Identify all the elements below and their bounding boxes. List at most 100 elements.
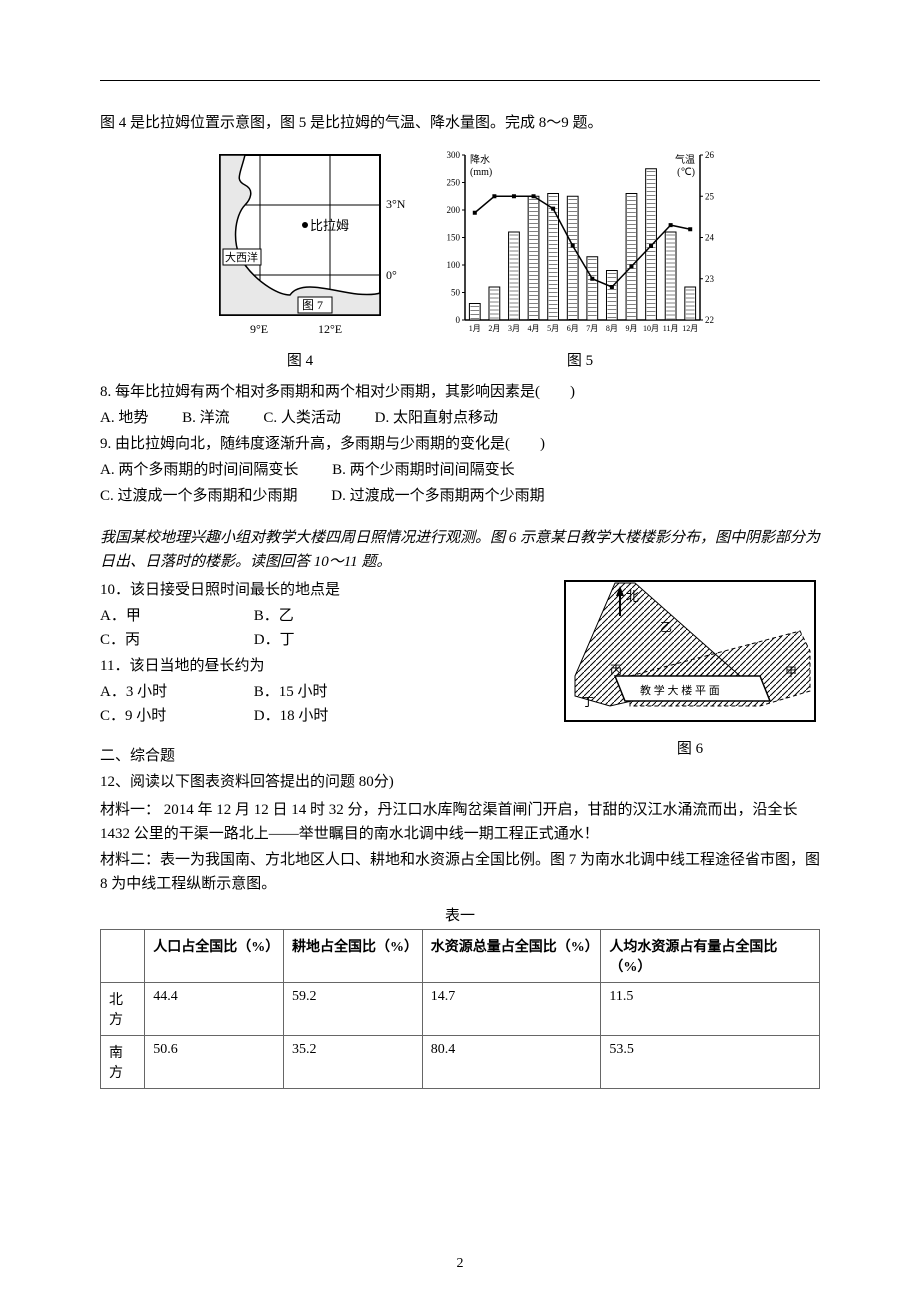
- col-3: 水资源总量占全国比（%）: [422, 930, 601, 983]
- q8-opt-a: A. 地势: [100, 406, 148, 430]
- q9-stem: 9. 由比拉姆向北，随纬度逐渐升高，多雨期与少雨期的变化是( ): [100, 432, 820, 456]
- table-cell: 北方: [101, 983, 145, 1036]
- table-row: 南方50.635.280.453.5: [101, 1036, 820, 1089]
- map-svg: 比拉姆 大西洋 图 7 3°N 0° 9°E 12°E: [190, 145, 410, 345]
- svg-text:1月: 1月: [469, 324, 481, 333]
- svg-text:100: 100: [447, 260, 461, 270]
- lat-3n: 3°N: [386, 197, 406, 211]
- building-label: 教 学 大 楼 平 面: [640, 683, 720, 697]
- q9-options-1: A. 两个多雨期的时间间隔变长 B. 两个少雨期时间间隔变长: [100, 458, 820, 482]
- lon-12e: 12°E: [318, 322, 342, 336]
- q8-stem: 8. 每年比拉姆有两个相对多雨期和两个相对少雨期，其影响因素是( ): [100, 380, 820, 404]
- col-0: [101, 930, 145, 983]
- svg-text:降水: 降水: [470, 153, 490, 166]
- svg-text:12月: 12月: [682, 324, 698, 333]
- table-cell: 80.4: [422, 1036, 601, 1089]
- figures-row: 比拉姆 大西洋 图 7 3°N 0° 9°E 12°E 图 4 0 50 100 15…: [100, 145, 820, 370]
- figure-4: 比拉姆 大西洋 图 7 3°N 0° 9°E 12°E 图 4: [190, 145, 410, 370]
- q9-opt-d: D. 过渡成一个多雨期两个少雨期: [331, 484, 544, 508]
- q10-opt-c: C．丙: [100, 628, 220, 652]
- q11-opt-d: D．18 小时: [254, 704, 329, 728]
- page-number: 2: [0, 1256, 920, 1272]
- col-1: 人口占全国比（%）: [145, 930, 284, 983]
- fig4-caption: 图 4: [287, 349, 313, 370]
- section2-heading: 二、综合题: [100, 744, 540, 768]
- q9-opt-c: C. 过渡成一个多雨期和少雨期: [100, 484, 298, 508]
- col-4: 人均水资源占有量占全国比（%）: [601, 930, 820, 983]
- material2: 材料二：表一为我国南、方北地区人口、耕地和水资源占全国比例。图 7 为南水北调中…: [100, 848, 820, 896]
- chart-svg: 0 50 100 150 200 250 300 22 23 24 25 26 降水(mm) 气温(℃) 1…: [430, 145, 730, 345]
- svg-text:10月: 10月: [643, 324, 659, 333]
- atlantic-label: 大西洋: [225, 250, 258, 264]
- svg-text:7月: 7月: [586, 324, 598, 333]
- svg-text:(℃): (℃): [677, 167, 695, 178]
- q9-opt-b: B. 两个少雨期时间间隔变长: [332, 458, 515, 482]
- table-cell: 11.5: [601, 983, 820, 1036]
- north-label: 北: [626, 589, 639, 604]
- svg-text:3月: 3月: [508, 324, 520, 333]
- svg-text:23: 23: [705, 274, 715, 284]
- q12-lead: 12、阅读以下图表资料回答提出的问题 80分): [100, 770, 540, 794]
- q11-opt-b: B．15 小时: [254, 680, 328, 704]
- q10-opt-d: D．丁: [254, 628, 295, 652]
- table-cell: 59.2: [284, 983, 423, 1036]
- svg-text:9月: 9月: [625, 324, 637, 333]
- svg-text:4月: 4月: [528, 324, 540, 333]
- svg-text:6月: 6月: [567, 324, 579, 333]
- q11-opt-c: C．9 小时: [100, 704, 220, 728]
- fig7-label: 图 7: [302, 298, 323, 312]
- table-cell: 14.7: [422, 983, 601, 1036]
- q11-stem: 11．该日当地的昼长约为: [100, 654, 540, 678]
- table-cell: 50.6: [145, 1036, 284, 1089]
- q9-opt-a: A. 两个多雨期的时间间隔变长: [100, 458, 298, 482]
- city-label: 比拉姆: [310, 218, 349, 233]
- bing-label: 丙: [610, 663, 622, 677]
- svg-text:(mm): (mm): [470, 167, 492, 178]
- data-table: 人口占全国比（%） 耕地占全国比（%） 水资源总量占全国比（%） 人均水资源占有…: [100, 929, 820, 1089]
- q10-opt-b: B．乙: [254, 604, 294, 628]
- figure-5: 0 50 100 150 200 250 300 22 23 24 25 26 降水(mm) 气温(℃) 1…: [430, 145, 730, 370]
- svg-text:22: 22: [705, 315, 714, 325]
- svg-text:26: 26: [705, 150, 715, 160]
- q8-opt-b: B. 洋流: [182, 406, 230, 430]
- q11-opt-a: A．3 小时: [100, 680, 220, 704]
- figure-6-wrap: 教 学 大 楼 平 面 北 甲 乙 丙 丁 图 6: [560, 576, 820, 758]
- svg-text:250: 250: [447, 178, 461, 188]
- table-cell: 南方: [101, 1036, 145, 1089]
- table-cell: 44.4: [145, 983, 284, 1036]
- svg-text:50: 50: [451, 288, 461, 298]
- fig5-caption: 图 5: [567, 349, 593, 370]
- table-cell: 35.2: [284, 1036, 423, 1089]
- lon-9e: 9°E: [250, 322, 268, 336]
- yi-label: 乙: [660, 620, 672, 634]
- svg-text:气温: 气温: [675, 153, 695, 166]
- q8-opt-c: C. 人类活动: [263, 406, 341, 430]
- fig6-caption: 图 6: [560, 737, 820, 758]
- svg-text:0: 0: [456, 315, 461, 325]
- svg-text:2月: 2月: [488, 324, 500, 333]
- table-row: 北方44.459.214.711.5: [101, 983, 820, 1036]
- intro-figures: 图 4 是比拉姆位置示意图，图 5 是比拉姆的气温、降水量图。完成 8～9 题。: [100, 111, 820, 135]
- table-header-row: 人口占全国比（%） 耕地占全国比（%） 水资源总量占全国比（%） 人均水资源占有…: [101, 930, 820, 983]
- jia-label: 甲: [785, 665, 797, 679]
- svg-text:150: 150: [447, 233, 461, 243]
- svg-text:5月: 5月: [547, 324, 559, 333]
- intro-q10: 我国某校地理兴趣小组对教学大楼四周日照情况进行观测。图 6 示意某日教学大楼楼影…: [100, 526, 820, 574]
- material1: 材料一： 2014 年 12 月 12 日 14 时 32 分，丹江口水库陶岔渠…: [100, 798, 820, 846]
- figure-6: 教 学 大 楼 平 面 北 甲 乙 丙 丁: [560, 576, 820, 726]
- q8-options: A. 地势 B. 洋流 C. 人类活动 D. 太阳直射点移动: [100, 406, 820, 430]
- q10-opt-a: A．甲: [100, 604, 220, 628]
- svg-text:11月: 11月: [663, 324, 679, 333]
- table-cell: 53.5: [601, 1036, 820, 1089]
- q9-options-2: C. 过渡成一个多雨期和少雨期 D. 过渡成一个多雨期两个少雨期: [100, 484, 820, 508]
- svg-text:300: 300: [447, 150, 461, 160]
- ding-label: 丁: [582, 695, 594, 709]
- lat-0: 0°: [386, 268, 397, 282]
- col-2: 耕地占全国比（%）: [284, 930, 423, 983]
- svg-text:200: 200: [447, 205, 461, 215]
- q10-stem: 10．该日接受日照时间最长的地点是: [100, 578, 540, 602]
- svg-text:24: 24: [705, 233, 715, 243]
- svg-text:25: 25: [705, 191, 715, 201]
- table-title: 表一: [100, 904, 820, 925]
- q8-opt-d: D. 太阳直射点移动: [375, 406, 498, 430]
